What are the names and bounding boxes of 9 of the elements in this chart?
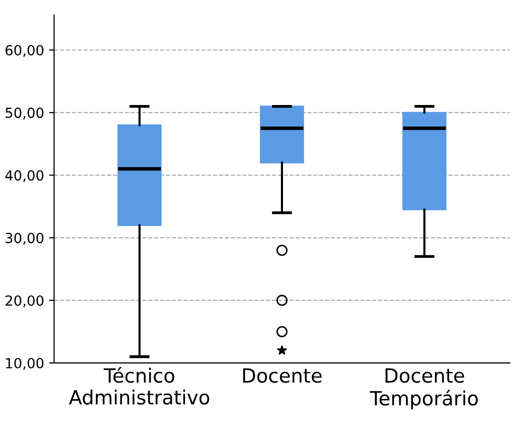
y-tick-label: 30,00 [6, 232, 44, 245]
y-tick-label: 60,00 [6, 44, 44, 57]
y-tick-label: 50,00 [6, 108, 44, 120]
y-tick-label: 10,00 [6, 358, 44, 370]
x-tick-label: Docente [243, 368, 322, 383]
y-tick-label: 40,00 [5, 170, 44, 182]
x-tick-label: Docente Temporário [370, 368, 478, 410]
y-tick-label: 20,00 [6, 295, 44, 308]
x-tick-label: Técnico Administrativo [68, 367, 210, 405]
